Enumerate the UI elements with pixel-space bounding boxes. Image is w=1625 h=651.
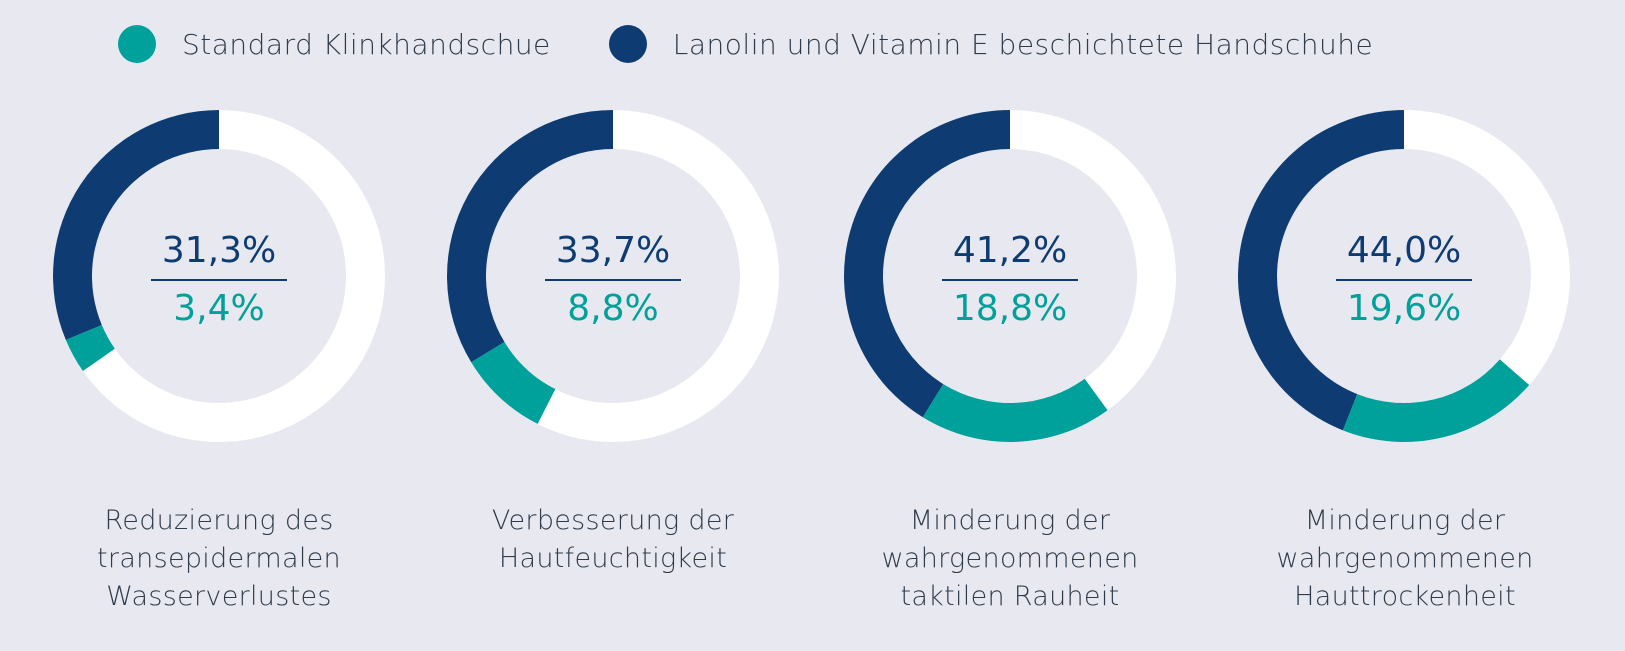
legend: Standard Klinkhandschue Lanolin und Vita… <box>118 22 1431 66</box>
donut-1-label-coated: 31,3% <box>162 230 276 271</box>
legend-item-standard: Standard Klinkhandschue <box>118 25 551 63</box>
legend-swatch-coated <box>608 25 647 63</box>
legend-swatch-standard <box>118 25 156 63</box>
chart-title-3: Minderung der wahrgenommenen taktilen Ra… <box>881 505 1139 612</box>
donut-2-label-coated: 33,7% <box>556 230 670 271</box>
legend-item-coated: Lanolin und Vitamin E beschichtete Hands… <box>608 25 1374 63</box>
donut-1-slice-coated <box>52 110 219 341</box>
donut-4-slice-coated <box>1238 110 1404 431</box>
donut-2-label-standard: 8,8% <box>567 288 658 329</box>
donut-2-slice-coated <box>446 110 613 363</box>
legend-label-coated: Lanolin und Vitamin E beschichtete Hands… <box>672 27 1374 61</box>
donut-4-label-coated: 44,0% <box>1347 230 1461 271</box>
legend-label-standard: Standard Klinkhandschue <box>182 27 551 61</box>
donut-3-label-coated: 41,2% <box>953 230 1067 271</box>
donut-4-slice-standard <box>1342 359 1530 442</box>
donut-3-slice-standard <box>922 378 1108 442</box>
donut-1-label-standard: 3,4% <box>173 288 264 329</box>
donut-3-slice-coated <box>843 110 1010 418</box>
donut-4-label-standard: 19,6% <box>1347 288 1461 329</box>
donut-1-slice-standard <box>65 324 115 372</box>
donut-3-label-standard: 18,8% <box>953 288 1067 329</box>
chart-title-2: Verbesserung der Hautfeuchtigkeit <box>491 505 735 574</box>
chart-title-4: Minderung der wahrgenommenen Hauttrocken… <box>1276 505 1534 612</box>
donut-2-slice-standard <box>471 342 556 424</box>
chart-title-1: Reduzierung des transepidermalen Wasserv… <box>97 505 341 612</box>
